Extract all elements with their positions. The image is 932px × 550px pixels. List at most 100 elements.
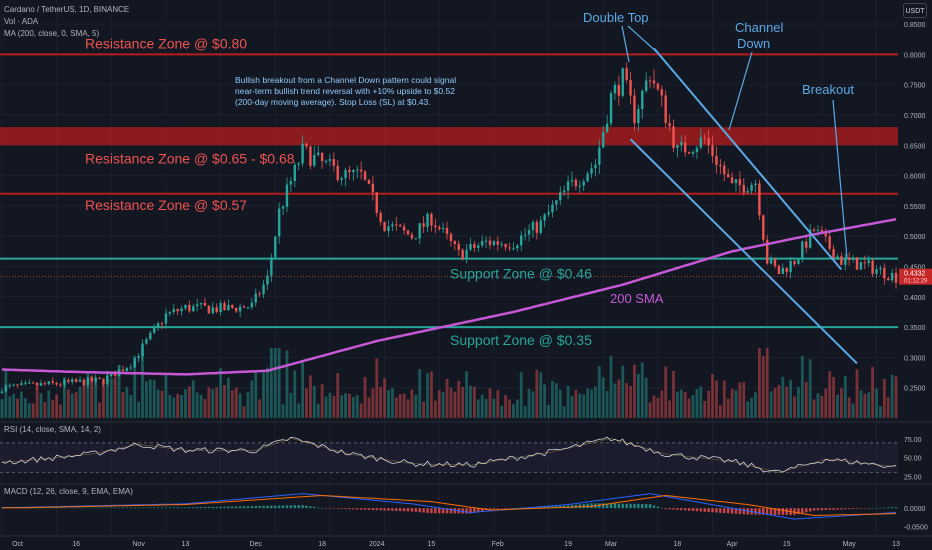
macd-histogram-bar (808, 508, 812, 512)
macd-histogram-bar (426, 508, 429, 513)
price-tick-label: 0.5000 (904, 234, 926, 241)
volume-bar (133, 355, 137, 418)
candle-body (406, 230, 410, 235)
volume-bar (832, 376, 835, 418)
macd-histogram-bar (629, 503, 632, 509)
volume-bar (195, 392, 199, 418)
volume-bar (668, 400, 671, 418)
macd-histogram-bar (363, 508, 367, 510)
candle-body (887, 278, 890, 281)
macd-histogram-bar (168, 507, 172, 509)
volume-bar (496, 390, 500, 418)
macd-histogram-bar (235, 506, 238, 509)
candle-body (660, 89, 663, 96)
volume-bar (254, 372, 258, 418)
candle-body (516, 245, 519, 249)
time-tick-label: May (843, 541, 857, 548)
macd-histogram-bar (641, 503, 644, 509)
time-tick-label: Oct (12, 541, 23, 548)
volume-bar (12, 393, 16, 418)
volume-bar (761, 356, 765, 418)
volume-bar (730, 388, 734, 418)
candle-body (570, 179, 574, 182)
macd-histogram-bar (633, 503, 636, 509)
macd-histogram-bar (293, 505, 296, 509)
candle-body (883, 267, 886, 279)
macd-histogram-bar (660, 507, 663, 509)
macd-histogram-bar (781, 508, 785, 515)
candle-body (574, 179, 578, 187)
candle-body (617, 84, 621, 96)
candle-body (223, 303, 226, 311)
volume-bar (211, 389, 215, 418)
macd-histogram-bar (324, 508, 328, 509)
volume-bar (102, 383, 105, 418)
macd-histogram-bar (297, 505, 300, 509)
macd-histogram-bar (801, 508, 804, 514)
rsi-band (0, 442, 898, 473)
volume-bar (508, 399, 511, 418)
macd-histogram-bar (121, 507, 125, 509)
macd-histogram-bar (719, 508, 722, 513)
macd-histogram-bar (47, 507, 51, 509)
currency-button[interactable]: USDT (903, 3, 927, 18)
candle-body (750, 185, 753, 191)
candle-body (816, 230, 820, 232)
macd-histogram-bar (777, 508, 781, 515)
time-tick-label: 13 (892, 541, 900, 548)
candle-body (711, 145, 714, 156)
candle-body (855, 257, 859, 270)
candle-body (246, 307, 250, 309)
candle-body (754, 183, 757, 186)
volume-bar (812, 399, 816, 418)
candle-body (844, 257, 847, 265)
volume-bar (613, 383, 617, 418)
candle-body (539, 220, 542, 233)
macd-histogram-bar (211, 506, 214, 509)
volume-bar (820, 395, 824, 418)
macd-histogram-bar (203, 507, 207, 509)
macd-histogram-bar (192, 507, 195, 509)
macd-histogram-bar (156, 507, 160, 509)
candle-body (527, 229, 531, 235)
macd-histogram-bar (477, 508, 480, 512)
candle-body (613, 84, 617, 94)
macd-histogram-bar (840, 508, 843, 510)
macd-histogram-bar (180, 507, 183, 509)
candle-body (449, 234, 453, 242)
macd-histogram-bar (102, 507, 105, 509)
volume-bar (847, 397, 851, 418)
candle-body (633, 95, 636, 124)
channel-label-line1: Channel (735, 20, 784, 35)
macd-histogram-bar (738, 508, 742, 515)
volume-bar (117, 364, 121, 418)
macd-histogram-bar (387, 508, 390, 511)
macd-histogram-bar (336, 508, 339, 509)
candle-body (789, 261, 792, 273)
candle-body (43, 383, 47, 385)
macd-histogram-bar (231, 506, 234, 509)
volume-bar (523, 405, 527, 418)
rsi-sma-line (2, 438, 897, 473)
candle-body (78, 379, 82, 382)
candle-body (500, 243, 503, 245)
candle-body (777, 265, 781, 275)
volume-bar (531, 391, 535, 418)
volume-bar (66, 389, 70, 418)
candle-body (477, 245, 480, 249)
volume-bar (262, 371, 265, 418)
macd-histogram-bar (797, 508, 800, 515)
candle-body (153, 327, 156, 333)
macd-histogram-bar (707, 508, 710, 512)
macd-histogram-bar (160, 507, 164, 509)
symbol-title: Cardano / TetherUS, 1D, BINANCE (4, 5, 130, 14)
volume-bar (519, 372, 523, 418)
support-label-035: Support Zone @ $0.35 (450, 332, 592, 348)
candle-body (828, 236, 831, 249)
candle-body (769, 259, 773, 264)
candle-body (461, 249, 464, 260)
volume-bar (640, 362, 644, 418)
volume-bar (652, 395, 656, 418)
macd-histogram-bar (113, 507, 117, 509)
